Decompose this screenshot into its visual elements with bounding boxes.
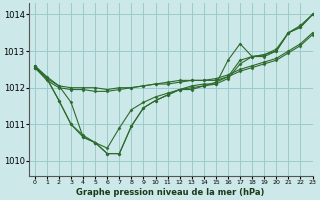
X-axis label: Graphe pression niveau de la mer (hPa): Graphe pression niveau de la mer (hPa) <box>76 188 265 197</box>
